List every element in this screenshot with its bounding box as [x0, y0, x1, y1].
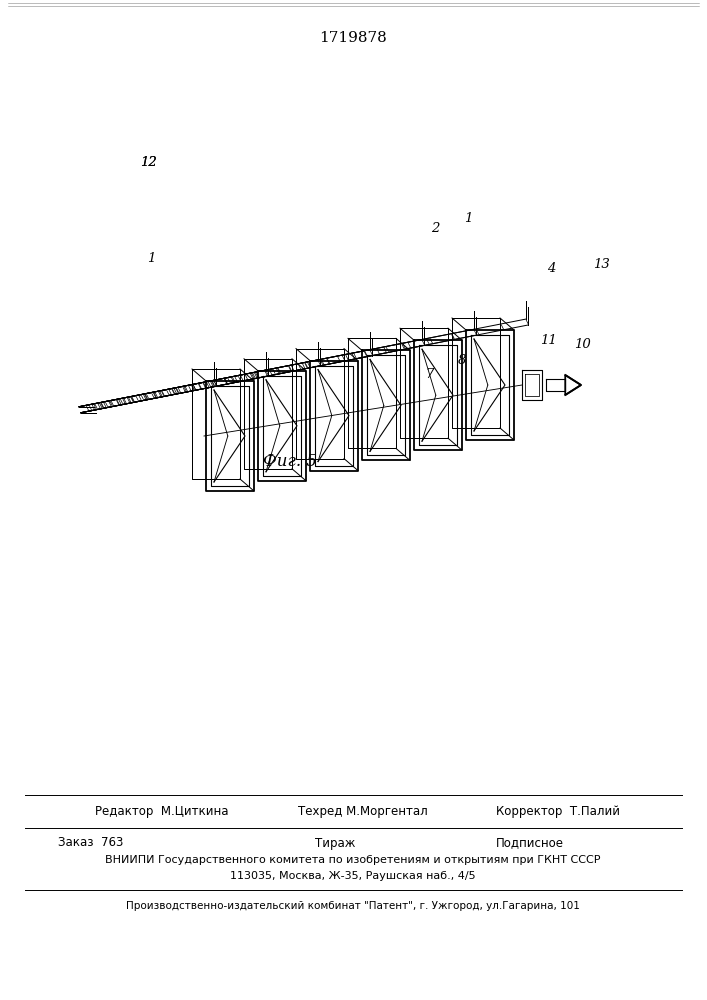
Text: 12: 12 — [139, 156, 156, 169]
Text: Тираж: Тираж — [315, 836, 356, 850]
Text: 7: 7 — [426, 368, 434, 381]
Text: 13: 13 — [592, 258, 609, 271]
Text: ВНИИПИ Государственного комитета по изобретениям и открытиям при ГКНТ СССР: ВНИИПИ Государственного комитета по изоб… — [105, 855, 601, 865]
Text: 113035, Москва, Ж-35, Раушская наб., 4/5: 113035, Москва, Ж-35, Раушская наб., 4/5 — [230, 871, 476, 881]
Text: 4: 4 — [547, 261, 555, 274]
Text: Производственно-издательский комбинат "Патент", г. Ужгород, ул.Гагарина, 101: Производственно-издательский комбинат "П… — [126, 901, 580, 911]
Text: 1: 1 — [147, 251, 156, 264]
Text: 11: 11 — [539, 334, 556, 347]
Text: Техред М.Моргентал: Техред М.Моргентал — [298, 806, 428, 818]
Text: 2: 2 — [431, 222, 439, 234]
Text: Фиг. 5: Фиг. 5 — [263, 454, 317, 471]
Text: Заказ  763: Заказ 763 — [58, 836, 124, 850]
Text: Редактор  М.Циткина: Редактор М.Циткина — [95, 806, 228, 818]
Text: Корректор  Т.Палий: Корректор Т.Палий — [496, 806, 620, 818]
Text: 1719878: 1719878 — [319, 31, 387, 45]
Text: 8: 8 — [458, 355, 466, 367]
Polygon shape — [566, 375, 581, 395]
Text: 12: 12 — [139, 156, 156, 169]
Text: Подписное: Подписное — [496, 836, 564, 850]
Text: 1: 1 — [464, 212, 472, 225]
Text: 10: 10 — [573, 338, 590, 352]
